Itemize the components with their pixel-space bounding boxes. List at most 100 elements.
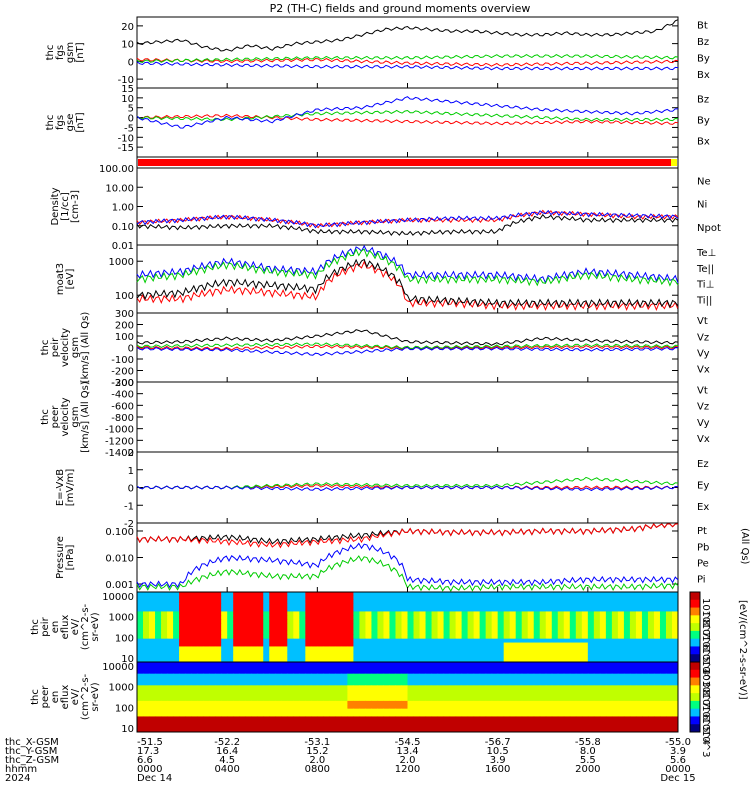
spectrogram-cell (203, 595, 210, 601)
spectrogram-cell (389, 673, 396, 679)
spectrogram-cell (587, 681, 595, 686)
spectrogram-cell (449, 689, 457, 694)
spectrogram-cell (329, 646, 336, 651)
spectrogram-cell (197, 599, 204, 605)
spectrogram-cell (347, 646, 354, 651)
spectrogram-cell (641, 650, 649, 655)
spectrogram-cell (143, 623, 150, 628)
spectrogram-cell (545, 619, 553, 624)
spectrogram-cell (569, 623, 577, 628)
spectrogram-cell (227, 611, 234, 616)
spectrogram-cell (665, 693, 673, 698)
spectrogram-cell (359, 685, 366, 690)
spectrogram-cell (191, 619, 198, 624)
y-axis-label: sr-eV) (90, 612, 101, 641)
spectrogram-cell (317, 708, 324, 714)
spectrogram-cell (425, 603, 433, 609)
spectrogram-cell (641, 720, 649, 725)
spectrogram-cell (395, 607, 402, 612)
spectrogram-cell (185, 700, 192, 706)
spectrogram-cell (197, 677, 204, 682)
spectrogram-cell (431, 615, 439, 620)
spectrogram-cell (299, 638, 306, 644)
spectrogram-cell (629, 716, 637, 721)
spectrogram-cell (503, 627, 511, 632)
spectrogram-cell (437, 693, 445, 698)
spectrogram-cell (401, 592, 408, 597)
spectrogram-cell (557, 611, 565, 616)
spectrogram-cell (197, 673, 204, 679)
spectrogram-cell (557, 697, 565, 702)
spectrogram-cell (365, 716, 372, 721)
spectrogram-cell (665, 704, 673, 710)
spectrogram-cell (551, 642, 559, 647)
spectrogram-cell (587, 650, 595, 655)
spectrogram-cell (569, 712, 577, 717)
spectrogram-cell (239, 646, 246, 651)
spectrogram-cell (221, 728, 228, 733)
spectrogram-cell (419, 720, 427, 725)
spectrogram-cell (143, 700, 150, 706)
spectrogram-cell (593, 599, 601, 605)
y-axis-label: thc (40, 409, 51, 425)
spectrogram-cell (227, 592, 234, 597)
spectrogram-cell (455, 708, 463, 714)
spectrogram-cell (353, 611, 360, 616)
spectrogram-cell (443, 716, 451, 721)
spectrogram-cell (545, 728, 553, 733)
spectrogram-cell (161, 708, 168, 714)
spectrogram-cell (395, 599, 402, 605)
spectrogram-cell (539, 697, 547, 702)
y-tick-label: 0.001 (105, 580, 134, 591)
spectrogram-cell (479, 669, 487, 675)
spectrogram-cell (455, 646, 463, 651)
spectrogram-cell (203, 724, 210, 729)
spectrogram-cell (137, 681, 144, 686)
spectrogram-cell (623, 642, 631, 647)
spectrogram-cell (287, 642, 294, 647)
spectrogram-cell (473, 700, 481, 706)
spectrogram-cell (251, 685, 258, 690)
spectrogram-cell (149, 654, 156, 659)
spectrogram-cell (431, 611, 439, 616)
spectrogram-cell (419, 603, 427, 609)
spectrogram-cell (359, 630, 366, 636)
spectrogram-cell (347, 681, 354, 686)
spectrogram-cell (419, 607, 427, 612)
spectrogram-cell (269, 638, 276, 644)
spectrogram-cell (575, 627, 583, 632)
spectrogram-cell (437, 634, 445, 640)
spectrogram-cell (473, 669, 481, 675)
spectrogram-cell (455, 724, 463, 729)
spectrogram-cell (515, 724, 523, 729)
spectrogram-cell (215, 681, 222, 686)
spectrogram-cell (203, 623, 210, 628)
spectrogram-cell (425, 607, 433, 612)
spectrogram-cell (491, 693, 499, 698)
spectrogram-cell (377, 599, 384, 605)
spectrogram-cell (455, 665, 463, 671)
spectrogram-cell (173, 642, 180, 647)
spectrogram-cell (203, 638, 210, 644)
spectrogram-cell (149, 630, 156, 636)
spectrogram-cell (371, 611, 378, 616)
legend-pe: Pe (697, 558, 709, 569)
spectrogram-cell (335, 716, 342, 721)
spectrogram-cell (173, 654, 180, 659)
spectrogram-cell (167, 642, 174, 647)
spectrogram-cell (659, 599, 667, 605)
spectrogram-cell (497, 611, 505, 616)
spectrogram-cell (485, 615, 493, 620)
spectrogram-cell (173, 720, 180, 725)
spectrogram-cell (491, 728, 499, 733)
spectrogram-cell (143, 720, 150, 725)
spectrogram-cell (509, 712, 517, 717)
spectrogram-cell (563, 658, 571, 663)
spectrogram-cell (623, 638, 631, 644)
spectrogram-cell (251, 662, 258, 667)
spectrogram-cell (599, 603, 607, 609)
spectrogram-cell (179, 689, 186, 694)
spectrogram-cell (425, 634, 433, 640)
spectrogram-cell (491, 638, 499, 644)
